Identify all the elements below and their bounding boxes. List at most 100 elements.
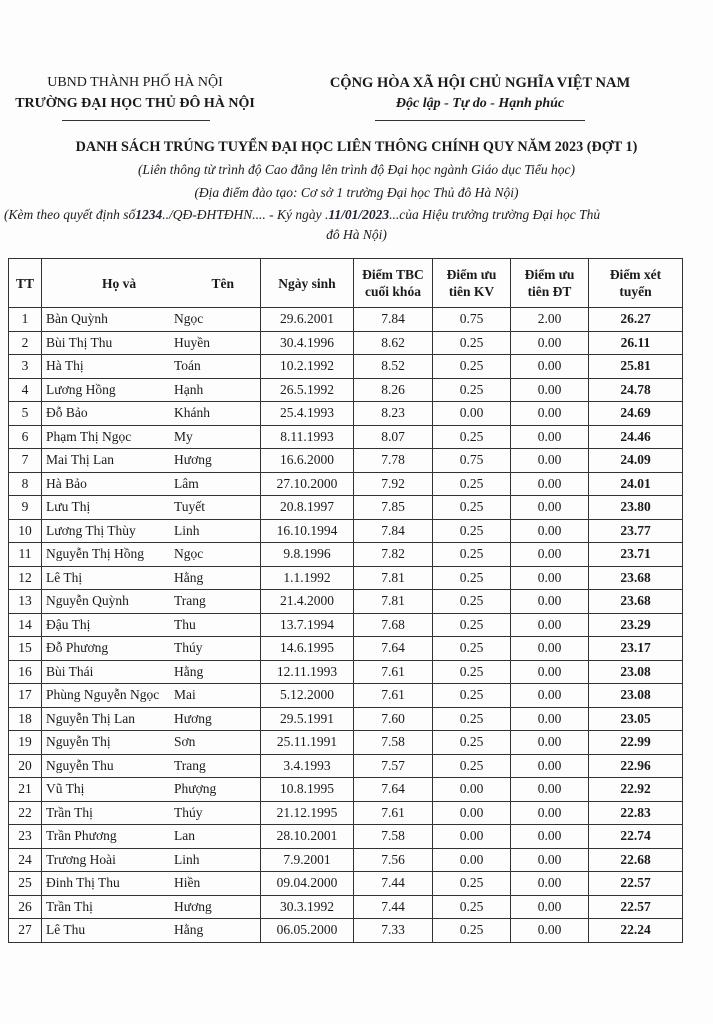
table-row: 12 Lê Thị Hằng 1.1.1992 7.81 0.25 0.00 23.68 [8,565,683,590]
cell-name: Lương Hồng Hạnh [41,377,261,402]
cell-ho-va: Đỗ Bảo [46,405,88,421]
cell-ho-va: Nguyễn Quỳnh [46,593,129,609]
cell-gpa: 7.64 [353,777,433,802]
header-gpa: Điểm TBC cuối khóa [353,258,433,308]
cell-name: Lưu Thị Tuyết [41,495,261,520]
cell-ethnic-bonus: 0.00 [510,847,589,872]
cell-total-score: 23.68 [588,565,683,590]
cell-total-score: 25.81 [588,354,683,379]
cell-region-bonus: 0.25 [432,871,511,896]
cell-region-bonus: 0.00 [432,800,511,825]
cell-ethnic-bonus: 0.00 [510,777,589,802]
cell-ho-va: Nguyễn Thị Hồng [46,546,144,562]
cell-ten: Hằng [174,569,204,585]
cell-total-score: 23.17 [588,636,683,661]
table-row: 20 Nguyễn Thu Trang 3.4.1993 7.57 0.25 0.00 22.… [8,753,683,778]
cell-tt: 6 [8,424,42,449]
cell-tt: 15 [8,636,42,661]
cell-gpa: 7.44 [353,871,433,896]
cell-ten: Khánh [174,405,210,421]
cell-ethnic-bonus: 0.00 [510,542,589,567]
cell-region-bonus: 0.25 [432,330,511,355]
cell-dob: 30.3.1992 [260,894,354,919]
header-region-bonus: Điểm ưu tiên KV [432,258,511,308]
cell-dob: 10.8.1995 [260,777,354,802]
cell-tt: 14 [8,612,42,637]
cell-name: Nguyễn Thu Trang [41,753,261,778]
cell-dob: 25.11.1991 [260,730,354,755]
header-name: Họ và Tên [41,258,261,308]
cell-dob: 16.6.2000 [260,448,354,473]
national-title: CỘNG HÒA XÃ HỘI CHỦ NGHĨA VIỆT NAM [329,75,631,91]
table-row: 2 Bùi Thị Thu Huyền 30.4.1996 8.62 0.25 0.00 26… [8,330,683,355]
cell-region-bonus: 0.00 [432,824,511,849]
table-row: 6 Phạm Thị Ngọc My 8.11.1993 8.07 0.25 0.00 24.… [8,424,683,449]
cell-ho-va: Bùi Thái [46,663,94,679]
cell-dob: 13.7.1994 [260,612,354,637]
cell-tt: 2 [8,330,42,355]
cell-total-score: 23.08 [588,683,683,708]
cell-gpa: 7.68 [353,612,433,637]
cell-ethnic-bonus: 0.00 [510,377,589,402]
cell-total-score: 23.08 [588,659,683,684]
header-total-score: Điểm xét tuyển [588,258,683,308]
cell-ho-va: Đậu Thị [46,616,91,632]
cell-tt: 4 [8,377,42,402]
cell-ten: Ngọc [174,546,204,562]
cell-total-score: 23.29 [588,612,683,637]
table-row: 26 Trần Thị Hương 30.3.1992 7.44 0.25 0.00 22.5… [8,894,683,919]
cell-name: Nguyễn Thị Lan Hương [41,706,261,731]
cell-ten: Huyền [174,334,210,350]
cell-tt: 25 [8,871,42,896]
cell-tt: 5 [8,401,42,426]
cell-name: Vũ Thị Phượng [41,777,261,802]
cell-ethnic-bonus: 0.00 [510,659,589,684]
cell-dob: 7.9.2001 [260,847,354,872]
cell-tt: 1 [8,307,42,332]
cell-gpa: 7.85 [353,495,433,520]
cell-total-score: 24.69 [588,401,683,426]
cell-gpa: 8.62 [353,330,433,355]
cell-gpa: 8.23 [353,401,433,426]
cell-total-score: 22.57 [588,871,683,896]
cell-ethnic-bonus: 0.00 [510,565,589,590]
cell-ho-va: Lương Hồng [46,381,116,397]
cell-name: Nguyễn Quỳnh Trang [41,589,261,614]
cell-gpa: 7.61 [353,659,433,684]
cell-total-score: 24.46 [588,424,683,449]
left-header-authority: UBND THÀNH PHỐ HÀ NỘI [47,75,223,90]
cell-region-bonus: 0.00 [432,847,511,872]
cell-name: Bàn Quỳnh Ngọc [41,307,261,332]
decision-suffix: ...của Hiệu trưởng trường Đại học Thủ [389,207,601,222]
cell-name: Lê Thị Hằng [41,565,261,590]
cell-total-score: 22.57 [588,894,683,919]
cell-dob: 29.6.2001 [260,307,354,332]
cell-tt: 13 [8,589,42,614]
cell-region-bonus: 0.00 [432,401,511,426]
cell-tt: 12 [8,565,42,590]
cell-ethnic-bonus: 0.00 [510,730,589,755]
cell-total-score: 22.74 [588,824,683,849]
cell-dob: 1.1.1992 [260,565,354,590]
cell-total-score: 23.80 [588,495,683,520]
cell-region-bonus: 0.75 [432,307,511,332]
header-ten: Tên [211,275,234,291]
table-row: 27 Lê Thu Hằng 06.05.2000 7.33 0.25 0.00 22.24 [8,918,683,943]
cell-total-score: 22.24 [588,918,683,943]
cell-ten: Hương [174,452,212,468]
cell-ten: Trang [174,593,206,609]
cell-gpa: 7.58 [353,730,433,755]
cell-total-score: 26.27 [588,307,683,332]
cell-ethnic-bonus: 0.00 [510,683,589,708]
cell-ten: Hương [174,898,212,914]
cell-dob: 21.12.1995 [260,800,354,825]
cell-dob: 16.10.1994 [260,518,354,543]
table-row: 13 Nguyễn Quỳnh Trang 21.4.2000 7.81 0.25 0.00… [8,589,683,614]
decision-reference-line2: đô Hà Nội) [326,227,387,242]
cell-region-bonus: 0.25 [432,683,511,708]
cell-gpa: 7.58 [353,824,433,849]
cell-region-bonus: 0.25 [432,424,511,449]
cell-tt: 16 [8,659,42,684]
cell-region-bonus: 0.25 [432,354,511,379]
cell-ten: Mai [174,687,196,703]
